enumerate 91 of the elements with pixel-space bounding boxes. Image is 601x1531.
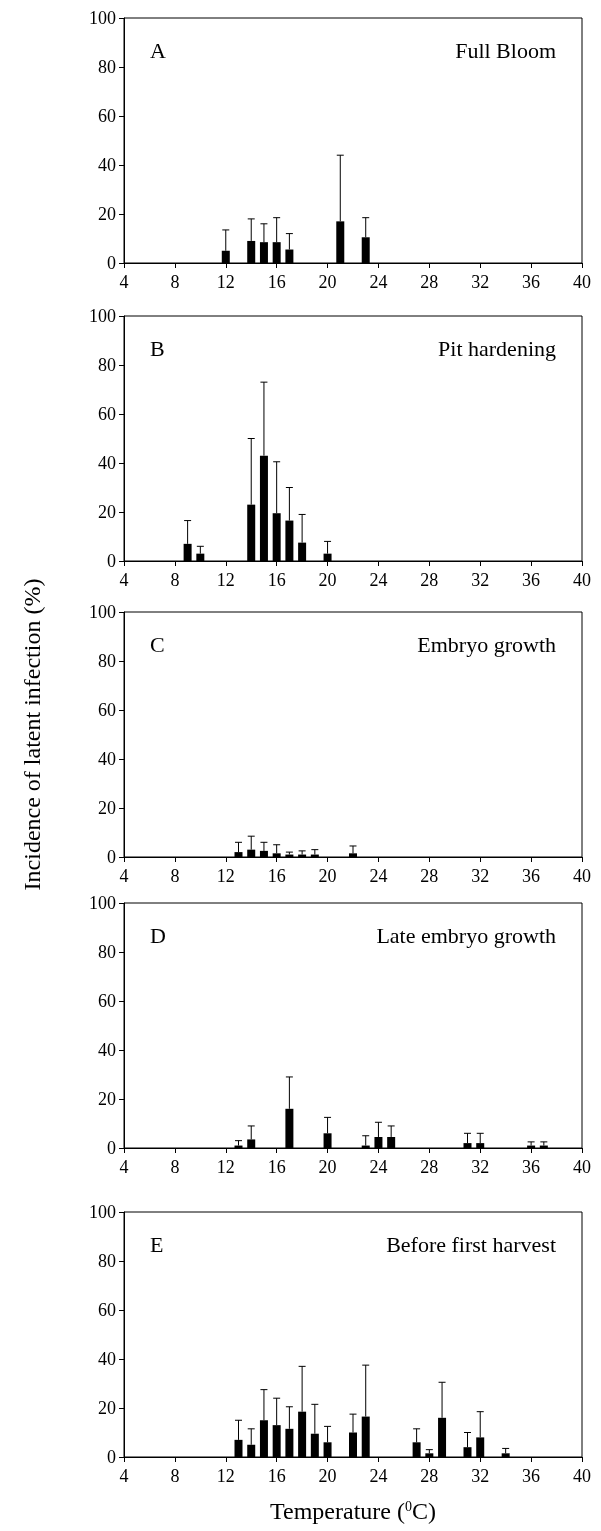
y-tick-label: 40 <box>98 155 116 175</box>
x-tick-label: 32 <box>471 1157 490 1177</box>
x-tick-label: 32 <box>471 1466 490 1486</box>
y-tick-label: 80 <box>98 355 116 375</box>
y-tick-label: 100 <box>89 8 116 28</box>
text: Pit hardening <box>438 335 557 361</box>
y-tick-label: 20 <box>98 1089 116 1109</box>
text: A <box>150 37 166 63</box>
text: B <box>150 335 165 361</box>
y-tick-label: 80 <box>98 651 116 671</box>
text: C <box>150 631 165 657</box>
x-tick-label: 24 <box>369 1466 388 1486</box>
text: Before first harvest <box>386 1231 556 1257</box>
x-tick-label: 28 <box>420 570 439 590</box>
y-tick-label: 20 <box>98 502 116 522</box>
y-tick-label: 0 <box>107 551 116 571</box>
x-tick-label: 36 <box>522 1466 541 1486</box>
x-tick-label: 8 <box>170 1157 180 1177</box>
x-tick-label: 16 <box>267 1157 286 1177</box>
x-tick-label: 24 <box>369 866 388 886</box>
x-tick-label: 24 <box>369 1157 388 1177</box>
y-tick-label: 60 <box>98 991 116 1011</box>
x-tick-label: 12 <box>216 866 235 886</box>
y-tick-label: 80 <box>98 1251 116 1271</box>
y-tick-label: 100 <box>89 1202 116 1222</box>
x-tick-label: 8 <box>170 570 180 590</box>
x-tick-label: 28 <box>420 272 439 292</box>
x-tick-label: 36 <box>522 570 541 590</box>
x-tick-label: 36 <box>522 1157 541 1177</box>
x-tick-label: 12 <box>216 1466 235 1486</box>
y-tick-label: 0 <box>107 847 116 867</box>
x-tick-label: 28 <box>420 1157 439 1177</box>
y-tick-label: 80 <box>98 942 116 962</box>
y-tick-label: 80 <box>98 57 116 77</box>
y-axis-title: Incidence of latent infection (%) <box>19 578 45 891</box>
y-tick-label: 0 <box>107 1138 116 1158</box>
y-tick-label: 100 <box>89 893 116 913</box>
x-tick-label: 12 <box>216 1157 235 1177</box>
x-tick-label: 20 <box>318 570 337 590</box>
y-tick-label: 60 <box>98 106 116 126</box>
x-tick-label: 4 <box>119 570 129 590</box>
x-tick-label: 28 <box>420 866 439 886</box>
x-tick-label: 40 <box>573 866 591 886</box>
x-tick-label: 16 <box>267 1466 286 1486</box>
y-tick-label: 40 <box>98 1349 116 1369</box>
x-tick-label: 4 <box>119 1466 129 1486</box>
y-tick-label: 0 <box>107 253 116 273</box>
x-tick-label: 40 <box>573 570 591 590</box>
y-tick-label: 0 <box>107 1447 116 1467</box>
x-tick-label: 32 <box>471 272 490 292</box>
x-tick-label: 8 <box>170 1466 180 1486</box>
y-tick-label: 60 <box>98 404 116 424</box>
x-tick-label: 40 <box>573 1466 591 1486</box>
x-tick-label: 12 <box>216 570 235 590</box>
y-tick-label: 20 <box>98 798 116 818</box>
y-tick-label: 60 <box>98 700 116 720</box>
x-tick-label: 24 <box>369 570 388 590</box>
y-tick-label: 20 <box>98 204 116 224</box>
x-tick-label: 32 <box>471 570 490 590</box>
y-tick-label: 40 <box>98 749 116 769</box>
x-tick-label: 16 <box>267 570 286 590</box>
y-tick-label: 60 <box>98 1300 116 1320</box>
y-tick-label: 100 <box>89 602 116 622</box>
text: Late embryo growth <box>376 922 556 948</box>
x-tick-label: 4 <box>119 866 129 886</box>
x-tick-label: 20 <box>318 272 337 292</box>
x-tick-label: 40 <box>573 272 591 292</box>
x-tick-label: 16 <box>267 272 286 292</box>
x-tick-label: 4 <box>119 1157 129 1177</box>
y-tick-label: 20 <box>98 1398 116 1418</box>
x-tick-label: 12 <box>216 272 235 292</box>
text: Full Bloom <box>455 37 556 63</box>
text: D <box>150 922 166 948</box>
x-tick-label: 20 <box>318 1466 337 1486</box>
y-tick-label: 40 <box>98 453 116 473</box>
x-tick-label: 32 <box>471 866 490 886</box>
x-tick-label: 28 <box>420 1466 439 1486</box>
x-tick-label: 20 <box>318 866 337 886</box>
x-tick-label: 4 <box>119 272 129 292</box>
y-tick-label: 100 <box>89 306 116 326</box>
x-tick-label: 24 <box>369 272 388 292</box>
y-tick-label: 40 <box>98 1040 116 1060</box>
x-tick-label: 36 <box>522 866 541 886</box>
x-tick-label: 8 <box>170 866 180 886</box>
text: E <box>150 1231 164 1257</box>
x-tick-label: 8 <box>170 272 180 292</box>
x-tick-label: 36 <box>522 272 541 292</box>
text: Embryo growth <box>417 631 556 657</box>
x-tick-label: 40 <box>573 1157 591 1177</box>
x-tick-label: 20 <box>318 1157 337 1177</box>
x-tick-label: 16 <box>267 866 286 886</box>
